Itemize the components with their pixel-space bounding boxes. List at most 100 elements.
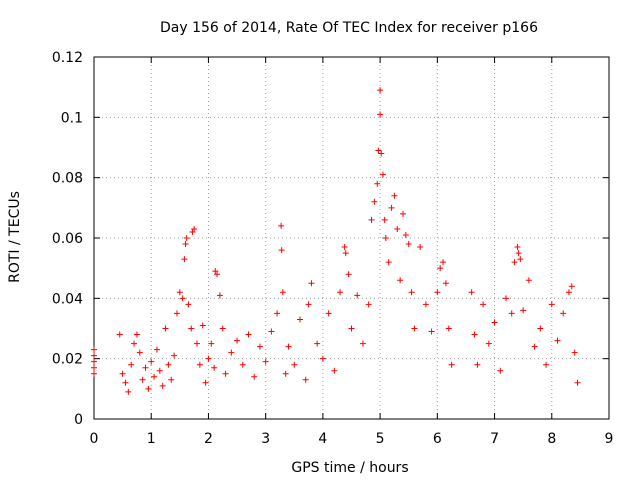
data-point [148, 358, 155, 365]
data-point [437, 265, 444, 272]
data-point [391, 192, 398, 199]
y-tick-label: 0.02 [52, 352, 83, 368]
data-point [381, 216, 388, 223]
data-point [262, 358, 269, 365]
x-axis-label: GPS time / hours [291, 460, 408, 476]
data-point [548, 301, 555, 308]
data-point [325, 310, 332, 317]
data-point [422, 301, 429, 308]
data-point [503, 295, 509, 302]
data-point [91, 358, 97, 365]
data-point [305, 301, 312, 308]
data-point [268, 328, 275, 335]
x-tick-label: 4 [318, 431, 327, 447]
data-point [308, 280, 315, 287]
data-point [128, 361, 135, 368]
data-point [365, 301, 372, 308]
data-point [153, 346, 160, 353]
data-point [234, 337, 241, 344]
data-point [515, 250, 522, 257]
data-point [375, 147, 382, 154]
data-point [560, 310, 567, 317]
data-point [119, 370, 126, 377]
data-point [445, 325, 452, 332]
data-point [216, 292, 223, 299]
y-tick-label: 0 [74, 412, 83, 428]
data-point [219, 325, 226, 332]
data-point [514, 244, 521, 251]
data-point [417, 244, 424, 251]
data-point [508, 310, 515, 317]
data-point [377, 87, 384, 94]
data-point [537, 325, 544, 332]
data-point [511, 259, 518, 266]
data-point [497, 367, 504, 374]
data-point [374, 180, 381, 187]
data-point [179, 295, 186, 302]
data-point [211, 364, 218, 371]
data-point [274, 310, 281, 317]
data-point [341, 244, 348, 251]
data-point [245, 331, 252, 338]
data-point [377, 111, 384, 118]
data-point [394, 225, 401, 232]
data-point [191, 225, 198, 232]
data-point [434, 289, 441, 296]
data-point [480, 301, 487, 308]
data-point [554, 337, 561, 344]
data-point [297, 316, 303, 323]
y-tick-label: 0.12 [52, 50, 83, 66]
data-point [185, 301, 192, 308]
data-point [442, 280, 449, 287]
data-point [378, 150, 385, 157]
data-point [411, 325, 418, 332]
data-point [440, 259, 447, 266]
y-tick-label: 0.08 [52, 171, 83, 187]
data-point [531, 343, 538, 350]
data-point [408, 289, 415, 296]
chart-title: Day 156 of 2014, Rate Of TEC Index for r… [160, 20, 538, 36]
data-point [282, 370, 289, 377]
data-point [568, 283, 575, 290]
data-point [165, 361, 172, 368]
data-point [91, 346, 97, 353]
x-tick-label: 2 [204, 431, 213, 447]
data-point [202, 379, 209, 386]
data-point [228, 349, 235, 356]
data-point [239, 361, 246, 368]
data-point [168, 376, 175, 383]
data-point [348, 325, 355, 332]
x-tick-label: 7 [490, 431, 499, 447]
data-point [188, 325, 195, 332]
data-point [156, 367, 163, 374]
data-point [371, 198, 378, 205]
data-point [189, 228, 196, 235]
data-point [214, 271, 221, 278]
data-point [145, 385, 152, 392]
data-point [159, 382, 166, 389]
data-point [278, 222, 285, 229]
data-point [571, 349, 578, 356]
grid [94, 57, 609, 419]
data-point [136, 349, 143, 356]
data-point [181, 256, 188, 263]
data-point [139, 376, 146, 383]
data-point [196, 361, 203, 368]
x-tick-label: 6 [433, 431, 442, 447]
data-point [319, 355, 326, 362]
data-point [125, 388, 132, 395]
data-point [251, 373, 258, 380]
data-point [151, 373, 158, 380]
x-tick-label: 8 [547, 431, 556, 447]
data-point [194, 340, 200, 347]
data-point [182, 241, 189, 248]
y-tick-label: 0.1 [61, 110, 83, 126]
data-point [520, 307, 527, 314]
data-point [397, 277, 404, 284]
data-point [91, 364, 97, 371]
data-point [199, 322, 206, 329]
y-axis-label: ROTI / TECUs [7, 191, 23, 283]
x-tick-labels: 0 1 2 3 4 5 6 7 8 9 [90, 431, 614, 447]
